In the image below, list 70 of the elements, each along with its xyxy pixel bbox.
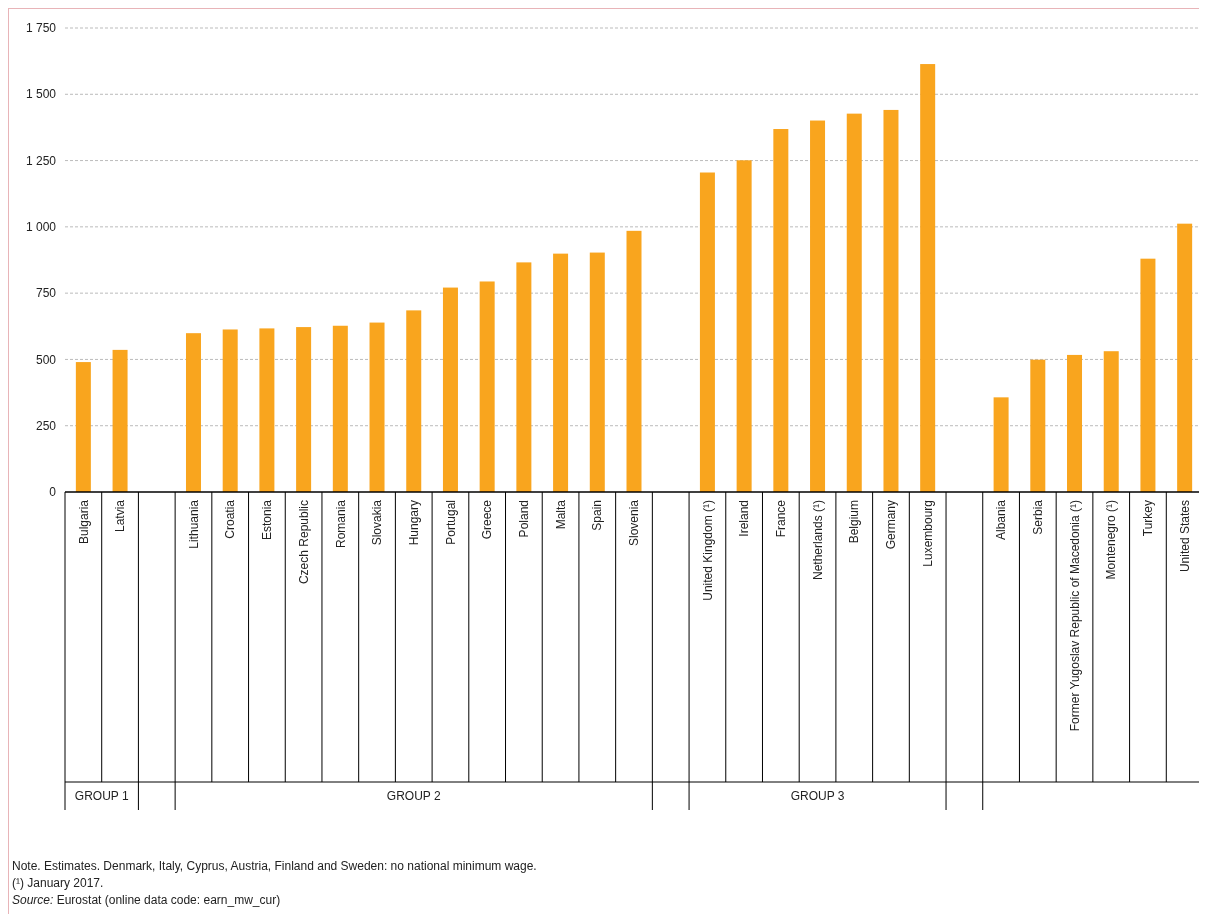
text: GROUP 1 bbox=[74, 789, 129, 804]
x-tick-label: Bulgaria bbox=[76, 499, 91, 545]
bar bbox=[442, 287, 458, 492]
bar bbox=[920, 64, 936, 492]
bar bbox=[185, 333, 201, 492]
x-tick-label: Portugal bbox=[443, 500, 458, 545]
x-tick-label: Slovakia bbox=[370, 499, 385, 546]
bar bbox=[369, 322, 385, 492]
x-tick-label: United Kingdom (¹) bbox=[700, 500, 715, 601]
y-tick-label: 500 bbox=[35, 352, 57, 367]
x-tick-label: Montenegro (¹) bbox=[1104, 500, 1119, 580]
x-tick-label: Luxembourg bbox=[920, 500, 935, 567]
x-tick-label: United States bbox=[1177, 500, 1192, 573]
bar bbox=[553, 253, 569, 492]
bar bbox=[1030, 359, 1046, 492]
bar bbox=[846, 113, 862, 492]
x-tick-label: Former Yugoslav Republic of Macedonia (¹) bbox=[1067, 500, 1082, 732]
y-tick-label: 1 000 bbox=[25, 220, 57, 235]
x-tick-label: Estonia bbox=[260, 499, 275, 541]
x-tick-label: Ireland bbox=[737, 500, 752, 537]
x-tick-label: Germany bbox=[884, 500, 899, 550]
x-tick-label: Poland bbox=[517, 500, 532, 538]
bar bbox=[736, 160, 752, 492]
x-tick-label: Greece bbox=[480, 499, 495, 540]
y-tick-label: 0 bbox=[49, 485, 57, 500]
x-tick-label: Lithuania bbox=[186, 499, 201, 549]
bar bbox=[1103, 351, 1119, 492]
x-tick-label: Spain bbox=[590, 500, 605, 531]
bar bbox=[883, 109, 899, 492]
x-tick-label: Belgium bbox=[847, 500, 862, 544]
bar bbox=[332, 325, 348, 492]
y-tick-label: 750 bbox=[35, 286, 57, 301]
x-tick-label: Turkey bbox=[1141, 500, 1156, 537]
text: GROUP 3 bbox=[790, 789, 845, 804]
bar bbox=[259, 328, 275, 492]
bar bbox=[1177, 223, 1193, 492]
bar bbox=[479, 281, 495, 492]
x-tick-label: France bbox=[774, 499, 789, 538]
x-tick-label: Albania bbox=[994, 499, 1009, 541]
x-tick-label: Czech Republic bbox=[296, 500, 311, 585]
x-tick-label: Malta bbox=[553, 499, 568, 530]
bar bbox=[112, 349, 128, 492]
bar bbox=[296, 327, 312, 492]
y-tick-label: 250 bbox=[35, 418, 57, 433]
x-tick-label: Slovenia bbox=[627, 499, 642, 547]
source-note: Source: Eurostat (online data code: earn_mw_cur) bbox=[12, 893, 281, 907]
bar bbox=[1067, 354, 1083, 492]
bar bbox=[810, 120, 826, 492]
x-tick-label: Croatia bbox=[223, 499, 238, 539]
y-tick-label: 1 500 bbox=[25, 87, 57, 102]
x-tick-label: Latvia bbox=[113, 499, 128, 533]
bar bbox=[589, 252, 605, 492]
bar bbox=[1140, 258, 1156, 492]
text: GROUP 2 bbox=[386, 789, 441, 804]
x-tick-label: Romania bbox=[333, 499, 348, 549]
text: (¹) January 2017. bbox=[12, 876, 104, 890]
bar bbox=[699, 172, 715, 492]
bar bbox=[222, 329, 238, 492]
text: Note. Estimates. Denmark, Italy, Cyprus, Austria, Finland and Sweden: no national minimum wage. bbox=[12, 859, 537, 873]
y-tick-label: 1 750 bbox=[25, 21, 57, 36]
x-tick-label: Hungary bbox=[406, 500, 421, 546]
bar bbox=[993, 397, 1009, 492]
bar bbox=[75, 362, 91, 492]
bar bbox=[626, 230, 642, 492]
bar bbox=[406, 310, 422, 492]
y-tick-label: 1 250 bbox=[25, 153, 57, 168]
bar bbox=[516, 262, 532, 492]
x-tick-label: Serbia bbox=[1031, 499, 1046, 535]
x-tick-label: Netherlands (¹) bbox=[810, 500, 825, 581]
bar bbox=[773, 129, 789, 492]
